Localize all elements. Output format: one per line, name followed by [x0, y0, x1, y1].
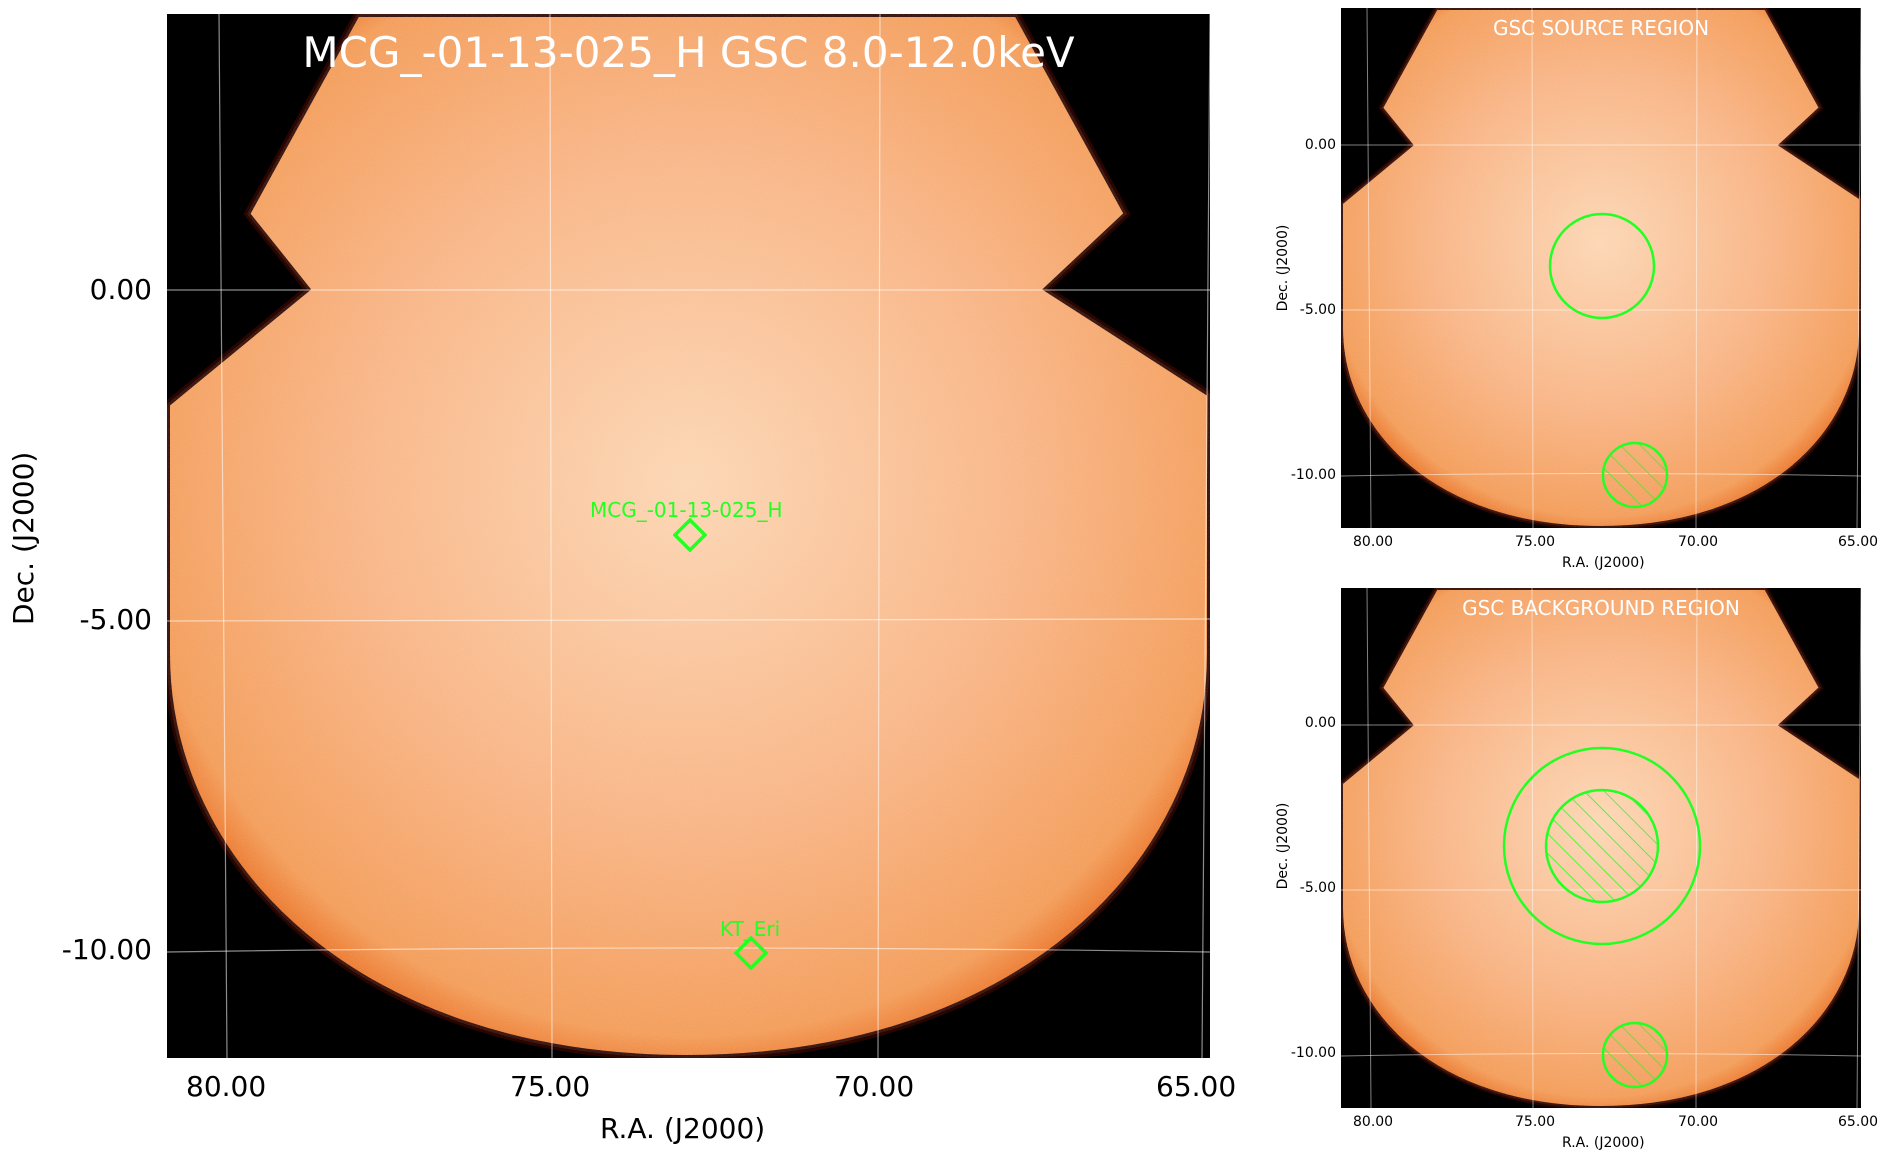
src-x-axis-label: R.A. (J2000) — [1562, 555, 1645, 571]
main-title: MCG_-01-13-025_H GSC 8.0-12.0keV — [302, 28, 1075, 77]
background-region-panel: GSC BACKGROUND REGION 0.00 -5.00 -10.00 … — [1240, 578, 1880, 1156]
main-y-tick-2: -10.00 — [61, 933, 152, 966]
src-y-axis-label: Dec. (J2000) — [1275, 224, 1291, 312]
bg-x-tick-3: 65.00 — [1838, 1114, 1879, 1130]
coordinate-grid — [167, 14, 1210, 1058]
bg-x-tick-2: 70.00 — [1678, 1114, 1719, 1130]
main-y-tick-1: -5.00 — [79, 603, 152, 636]
source-region-image[interactable]: GSC SOURCE REGION — [1341, 8, 1861, 528]
bg-y-tick-0: 0.00 — [1304, 715, 1336, 731]
main-sky-map-panel: MCG_-01-13-025_H GSC 8.0-12.0keV MCG_-01… — [7, 14, 1237, 1145]
bg-y-tick-2: -10.00 — [1290, 1045, 1336, 1061]
bg-x-axis-label: R.A. (J2000) — [1562, 1135, 1645, 1151]
source-marker-kt-eri-icon[interactable] — [734, 936, 768, 970]
bg-y-axis-label: Dec. (J2000) — [1275, 802, 1291, 890]
main-x-tick-0: 80.00 — [186, 1070, 267, 1103]
background-annulus-inner — [1544, 788, 1660, 904]
main-y-axis-label: Dec. (J2000) — [7, 451, 40, 625]
background-annulus-outer — [1502, 746, 1702, 946]
src-y-tick-1: -5.00 — [1299, 302, 1336, 318]
source-marker-mcg-icon[interactable] — [673, 518, 707, 552]
main-sky-image[interactable]: MCG_-01-13-025_H GSC 8.0-12.0keV MCG_-01… — [167, 14, 1210, 1058]
main-x-tick-1: 75.00 — [510, 1070, 591, 1103]
src-y-tick-2: -10.00 — [1290, 467, 1336, 483]
src-x-tick-0: 80.00 — [1353, 534, 1394, 550]
background-region-image[interactable]: GSC BACKGROUND REGION — [1341, 588, 1861, 1108]
source-region-panel: GSC SOURCE REGION 0.00 -5.00 -10.00 80.0… — [1240, 0, 1880, 578]
src-x-tick-3: 65.00 — [1838, 534, 1879, 550]
main-y-tick-0: 0.00 — [89, 273, 152, 306]
src-x-tick-1: 75.00 — [1515, 534, 1556, 550]
bg-x-tick-0: 80.00 — [1353, 1114, 1394, 1130]
main-x-tick-2: 70.00 — [834, 1070, 915, 1103]
source-region-title: GSC SOURCE REGION — [1492, 16, 1710, 40]
main-x-axis-label: R.A. (J2000) — [600, 1112, 766, 1145]
source-label-mcg: MCG_-01-13-025_H — [590, 498, 783, 522]
bg-y-tick-1: -5.00 — [1299, 880, 1336, 896]
source-region-circle — [1548, 212, 1656, 320]
src-y-tick-0: 0.00 — [1304, 137, 1336, 153]
src-x-tick-2: 70.00 — [1678, 534, 1719, 550]
background-region-title: GSC BACKGROUND REGION — [1462, 596, 1740, 620]
main-x-tick-3: 65.00 — [1156, 1070, 1237, 1103]
bg-x-tick-1: 75.00 — [1515, 1114, 1556, 1130]
